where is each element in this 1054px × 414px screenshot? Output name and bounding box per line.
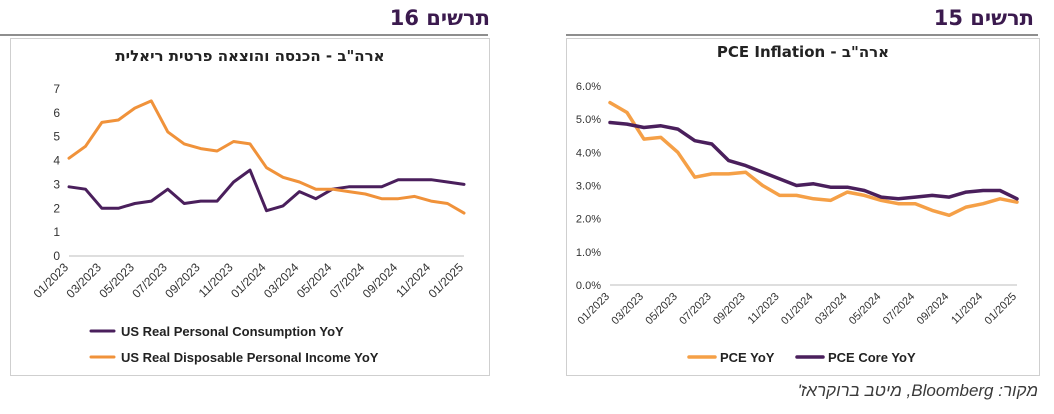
source-note: מקור: Bloomberg, מיטב ברוקראז': [797, 381, 1038, 400]
series-line-2: [67, 99, 466, 215]
x-tick-label: 01/2024: [779, 291, 816, 328]
y-tick-label: 4: [53, 154, 60, 168]
x-tick-label: 05/2023: [96, 260, 137, 301]
x-tick-label: 03/2023: [609, 291, 646, 328]
series-line-1: [608, 100, 1019, 218]
x-tick-label: 09/2023: [711, 291, 748, 328]
y-tick-label: 3.0%: [576, 181, 601, 193]
y-tick-label: 1.0%: [576, 247, 601, 259]
legend-label-2: US Real Disposable Personal Income YoY: [121, 350, 379, 365]
x-tick-label: 01/2025: [426, 260, 467, 301]
x-tick-label: 07/2024: [881, 291, 918, 328]
x-tick-label: 01/2025: [983, 291, 1020, 328]
pce-inflation-chart-panel: ארה"ב - PCE Inflation 0.0% 1.0% 2.0% 3.0% 4.0…: [566, 38, 1040, 376]
x-tick-label: 11/2024: [949, 291, 985, 327]
series-line-2: [608, 120, 1019, 201]
y-tick-label: 6.0%: [576, 81, 601, 93]
x-tick-label: 05/2023: [643, 291, 680, 328]
x-tick-label: 07/2023: [677, 291, 714, 328]
series-line-1: [67, 168, 466, 213]
y-tick-label: 3: [53, 177, 60, 191]
y-tick-label: 5.0%: [576, 114, 601, 126]
legend-label-1: US Real Personal Consumption YoY: [121, 324, 344, 339]
x-tick-label: 03/2023: [63, 260, 104, 301]
x-tick-label: 03/2024: [261, 260, 302, 301]
y-tick-label: 1: [53, 225, 60, 239]
y-tick-label: 2.0%: [576, 214, 601, 226]
x-tick-label: 09/2023: [162, 260, 203, 301]
x-tick-label: 05/2024: [847, 291, 884, 328]
x-tick-label: 07/2023: [129, 260, 170, 301]
chart-title: ארה"ב - PCE Inflation: [717, 43, 889, 61]
y-tick-label: 6: [53, 106, 60, 120]
x-tick-label: 11/2023: [746, 291, 782, 327]
y-tick-label: 0: [53, 249, 60, 263]
x-tick-label: 01/2023: [31, 260, 72, 301]
pce-inflation-chart: ארה"ב - PCE Inflation 0.0% 1.0% 2.0% 3.0% 4.0…: [576, 43, 1020, 365]
legend-label-2: PCE Core YoY: [828, 350, 916, 365]
chart-title: ארה"ב - הכנסה והוצאה פרטית ריאלית: [115, 47, 384, 65]
x-tick-label: 05/2024: [294, 260, 335, 301]
header-divider-right: [566, 34, 1038, 36]
legend-label-1: PCE YoY: [720, 350, 775, 365]
y-tick-label: 7: [53, 82, 60, 96]
x-tick-label: 01/2024: [228, 260, 269, 301]
x-tick-label: 07/2024: [327, 260, 368, 301]
x-tick-label: 03/2024: [813, 291, 850, 328]
y-tick-label: 4.0%: [576, 147, 601, 159]
figure-16-header: תרשים 16: [389, 6, 490, 30]
income-consumption-chart-panel: ארה"ב - הכנסה והוצאה פרטית ריאלית 0 1 2 3 4 5 6…: [10, 38, 490, 376]
x-tick-label: 09/2024: [360, 260, 401, 301]
income-consumption-chart: ארה"ב - הכנסה והוצאה פרטית ריאלית 0 1 2 3 4 5 6…: [31, 47, 467, 365]
y-tick-label: 2: [53, 201, 60, 215]
y-tick-label: 5: [53, 130, 60, 144]
x-tick-label: 01/2023: [576, 291, 613, 328]
header-divider-left: [0, 34, 488, 36]
y-tick-label: 0.0%: [576, 280, 601, 292]
figure-15-header: תרשים 15: [933, 6, 1034, 30]
x-tick-label: 09/2024: [915, 291, 952, 328]
